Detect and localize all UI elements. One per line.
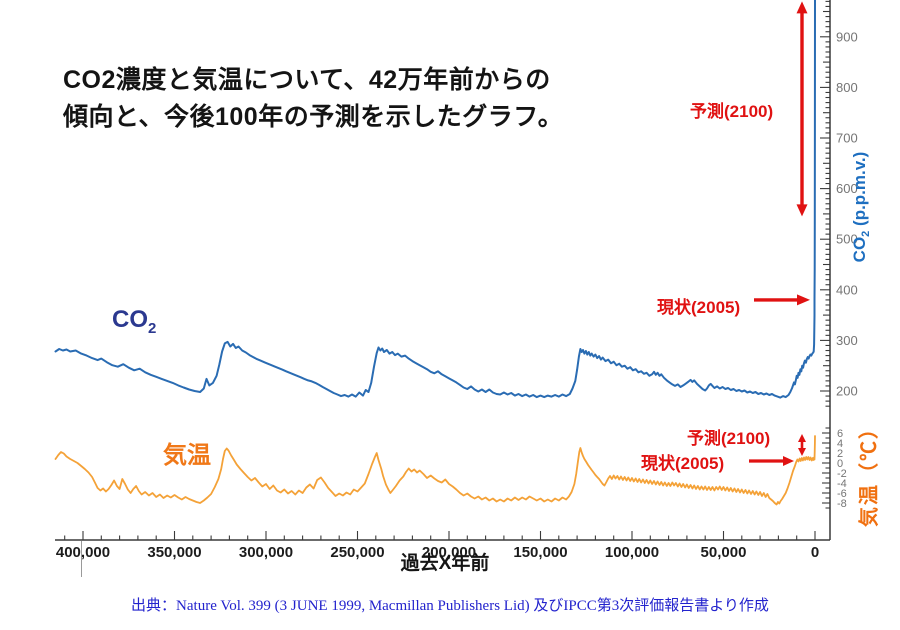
temp-tick-label: 6	[837, 428, 843, 440]
co2-current-2005-label: 現状(2005)	[657, 298, 741, 317]
co2-curve	[54, 0, 816, 399]
co2-tick-label: 400	[836, 282, 858, 297]
temp-series-label: 気温	[163, 442, 211, 469]
x-tick-label: 50,000	[701, 544, 747, 561]
temp-tick-label: 2	[837, 448, 843, 460]
chart-title-line1: CO2濃度と気温について、42万年前からの	[63, 66, 551, 94]
temp-tick-label: -4	[837, 478, 847, 490]
x-tick-label: 400,000	[56, 544, 110, 561]
co2-tick-label: 200	[836, 384, 858, 399]
source-citation: 出典：Nature Vol. 399 (3 JUNE 1999, Macmill…	[131, 598, 769, 614]
tick-labels: 9008007006005004003002006420-2-4-6-8400,…	[56, 29, 858, 561]
chart-title-line2: 傾向と、今後100年の予測を示したグラフ。	[63, 103, 564, 131]
red-annotation-arrows	[749, 1, 810, 466]
co2-tick-label: 600	[836, 181, 858, 196]
temp-tick-label: -2	[837, 468, 847, 480]
chart-title: CO2濃度と気温について、42万年前からの 傾向と、今後100年の予測を示したグ…	[63, 62, 563, 136]
temp-curve	[54, 435, 816, 506]
tick-marks	[64, 0, 830, 540]
x-tick-label: 250,000	[330, 544, 384, 561]
co2-series-label-sub: 2	[148, 319, 157, 337]
temp-forecast-2100-label: 予測(2100)	[687, 429, 771, 448]
co2-axis-title-text: CO	[849, 236, 869, 263]
x-tick-label: 300,000	[239, 544, 293, 561]
temp-tick-label: -8	[837, 498, 847, 510]
co2-tick-label: 700	[836, 131, 858, 146]
temp-current-2005-label: 現状(2005)	[641, 454, 725, 473]
co2-axis-title-unit: (p.p.m.v.)	[849, 151, 869, 231]
co2-tick-label: 800	[836, 80, 858, 95]
co2-series-label: CO2	[112, 306, 156, 337]
co2-forecast-2100-label: 予測(2100)	[690, 102, 774, 121]
temp-tick-label: 4	[837, 438, 843, 450]
co2-series-label-text: CO	[112, 306, 148, 333]
co2-axis-title: CO2 (p.p.m.v.)	[850, 152, 872, 263]
co2-tick-label: 300	[836, 333, 858, 348]
x-tick-label: 350,000	[147, 544, 201, 561]
data-curves	[54, 0, 816, 506]
co2-tick-label: 900	[836, 29, 858, 44]
co2-axis-title-sub: 2	[860, 230, 873, 237]
x-tick-label: 0	[811, 544, 819, 561]
temp-tick-label: -6	[837, 488, 847, 500]
temp-tick-label: 0	[837, 458, 843, 470]
co2-tick-label: 500	[836, 232, 858, 247]
x-tick-label: 100,000	[605, 544, 659, 561]
x-tick-label: 200,000	[422, 544, 476, 561]
x-axis-title: 過去X年前	[400, 553, 490, 574]
x-tick-label: 150,000	[513, 544, 567, 561]
temp-axis-title: 気温（℃）	[858, 417, 881, 527]
